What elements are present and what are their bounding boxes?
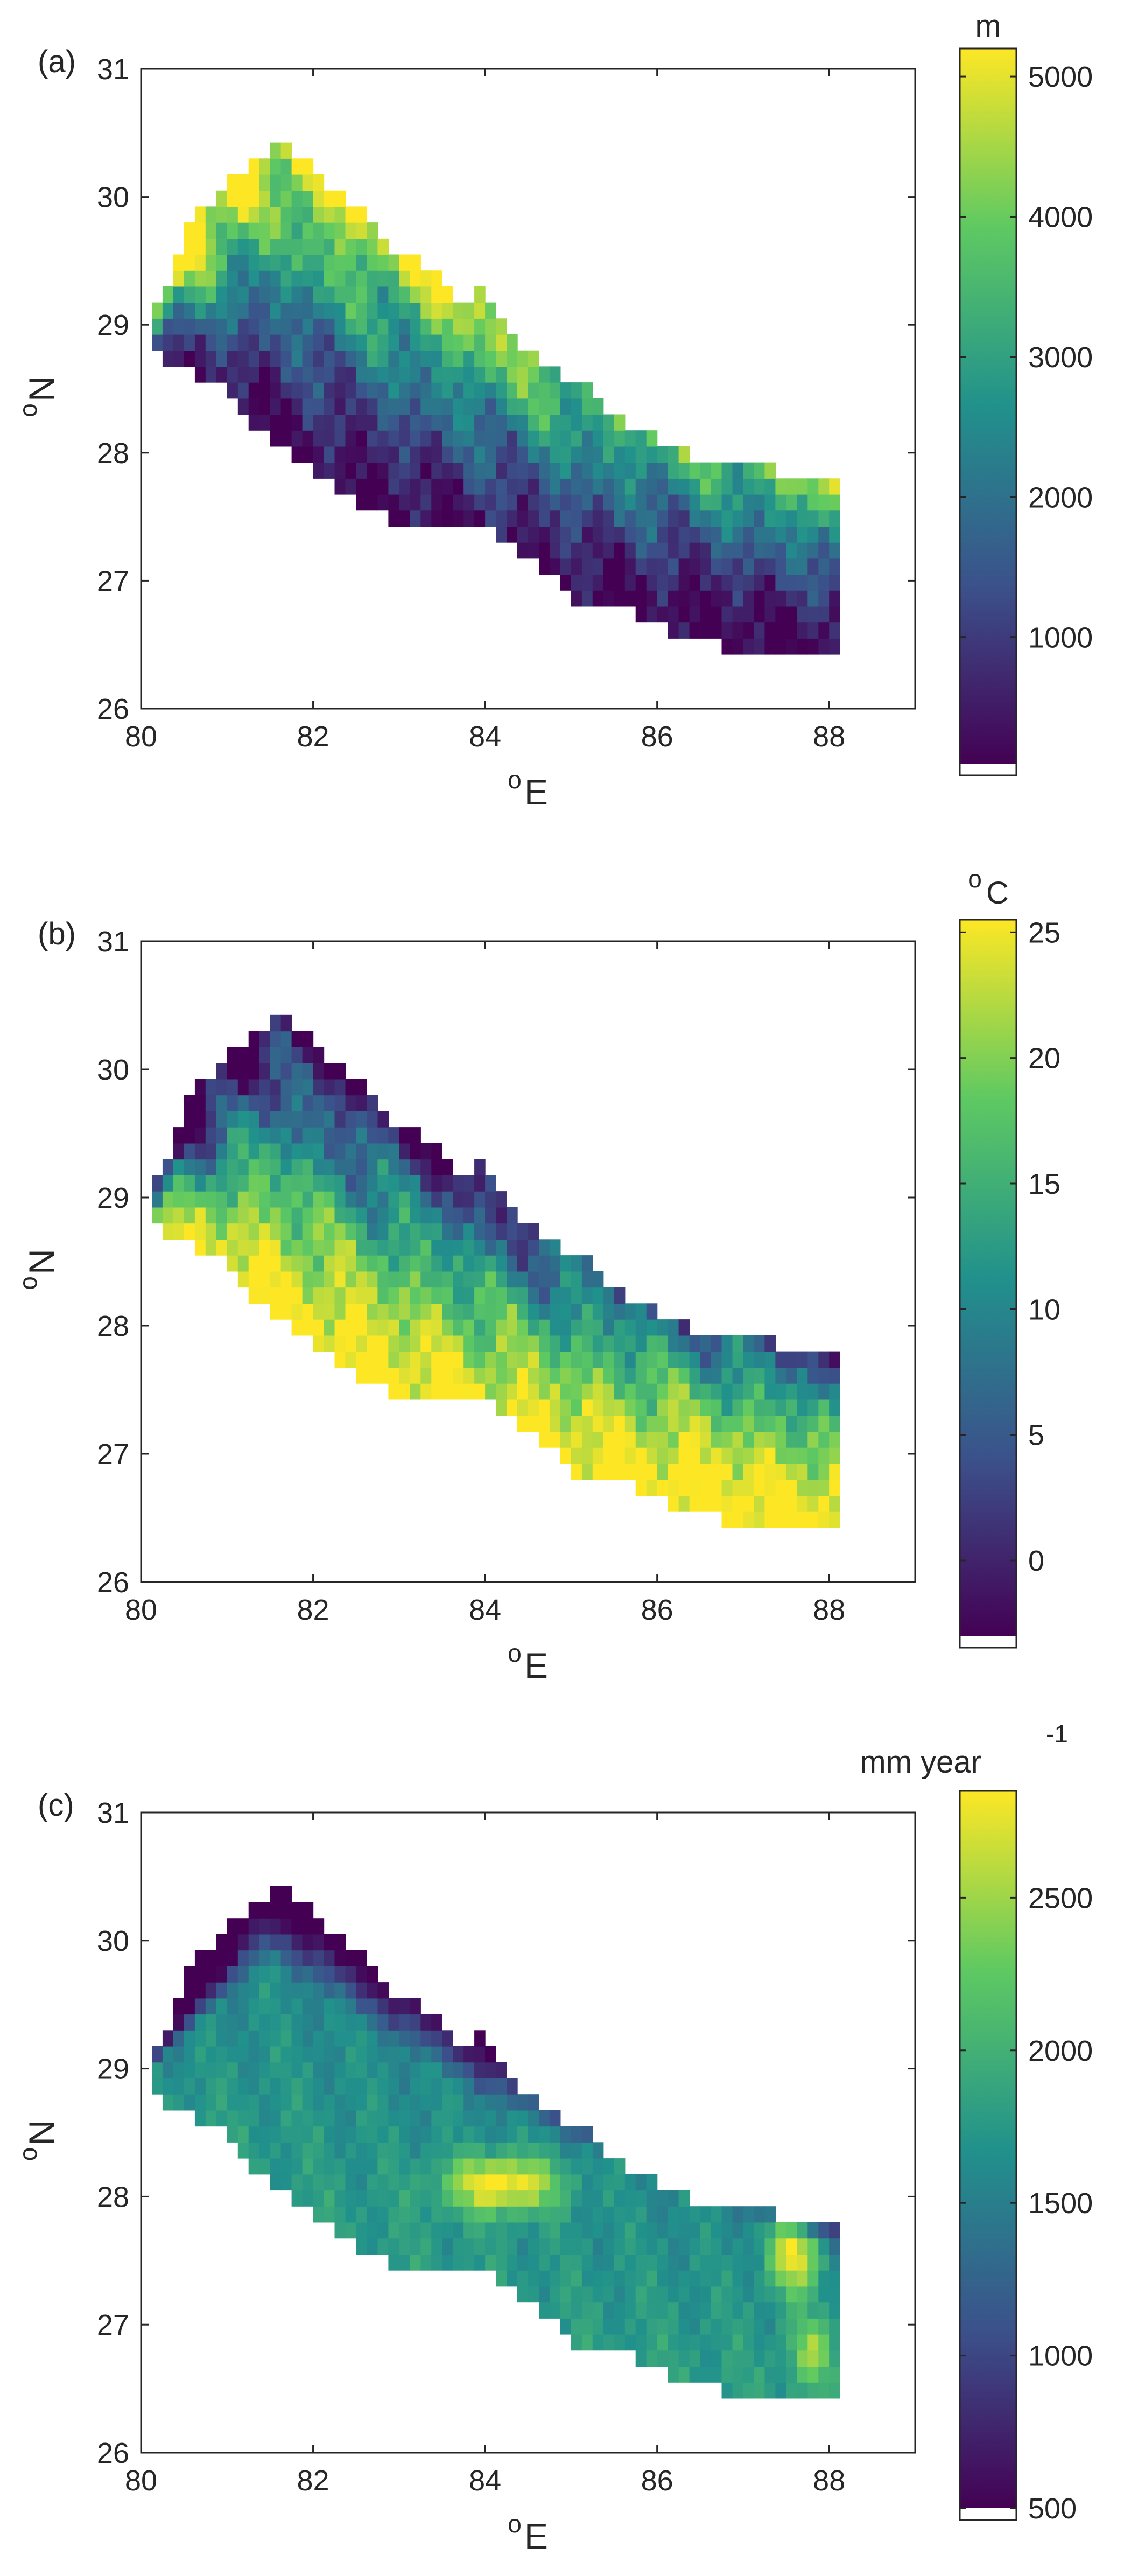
colorbar-gradient <box>960 48 1016 764</box>
colorbar-tick-label: 5 <box>1028 1419 1044 1452</box>
x-tick-label: 88 <box>813 1594 845 1626</box>
x-tick-label: 86 <box>641 720 673 753</box>
x-tick-label: 86 <box>641 2465 673 2497</box>
x-tick-label: 80 <box>125 2465 157 2497</box>
y-axis-label: N <box>22 1249 61 1275</box>
y-tick-label: 27 <box>97 1438 129 1471</box>
colorbar-tick-label: 4000 <box>1028 201 1093 233</box>
colorbar-gradient <box>960 920 1016 1636</box>
y-tick-label: 31 <box>97 926 129 958</box>
map-grid-cells <box>152 1014 840 1528</box>
y-tick-label: 26 <box>97 2437 129 2469</box>
y-tick-label: 29 <box>97 1182 129 1214</box>
y-axis-label: N <box>22 376 61 402</box>
colorbar-frame <box>959 919 1017 1649</box>
colorbar-tick-label: 2000 <box>1028 481 1093 514</box>
x-tick-label: 88 <box>813 720 845 753</box>
x-tick-label: 84 <box>469 2465 501 2497</box>
y-tick-label: 30 <box>97 1054 129 1086</box>
y-tick-label: 27 <box>97 2309 129 2341</box>
colorbar-tick-label: 10 <box>1028 1293 1060 1326</box>
x-axis-label: E <box>524 2516 548 2556</box>
colorbar-frame <box>959 47 1017 776</box>
y-tick-label: 29 <box>97 2053 129 2085</box>
x-tick-label: 86 <box>641 1594 673 1626</box>
x-axis-label-superscript: o <box>508 1639 522 1667</box>
colorbar-tick-label: 20 <box>1028 1042 1060 1075</box>
colorbar-tick-label: 5000 <box>1028 61 1093 93</box>
y-tick-label: 28 <box>97 2181 129 2213</box>
colorbar-frame <box>959 1790 1017 2521</box>
y-axis-label: N <box>22 2120 61 2146</box>
colorbar-unit-superscript: -1 <box>1046 1720 1068 1748</box>
y-axis-label-group: oN <box>14 1249 61 1290</box>
colorbar-tick-label: 1000 <box>1028 2340 1093 2372</box>
y-axis-label-superscript: o <box>14 2147 42 2161</box>
y-tick-label: 31 <box>97 1797 129 1829</box>
colorbar-tick-label: 15 <box>1028 1168 1060 1200</box>
map-grid-cells <box>152 142 840 655</box>
colorbar-tick-label: 3000 <box>1028 341 1093 374</box>
colorbar-tick-label: 1500 <box>1028 2187 1093 2220</box>
colorbar-tick-label: 2500 <box>1028 1882 1093 1914</box>
panel-label: (a) <box>38 44 76 79</box>
colorbar-tick-label: 500 <box>1028 2493 1077 2525</box>
y-tick-label: 27 <box>97 565 129 597</box>
colorbar-unit: C <box>986 876 1009 911</box>
x-tick-label: 84 <box>469 720 501 753</box>
x-axis-label-superscript: o <box>508 766 522 794</box>
colorbar-unit: mm year <box>860 1745 981 1780</box>
y-tick-label: 26 <box>97 693 129 725</box>
colorbar-no-data-swatch <box>960 1636 1016 1648</box>
colorbar: 1000 2000 3000 4000 5000 m <box>959 9 1093 776</box>
colorbar-no-data-swatch <box>960 2508 1016 2520</box>
panel-label: (b) <box>38 916 76 951</box>
colorbar-unit-superscript: o <box>968 865 982 893</box>
x-tick-label: 82 <box>297 1594 329 1626</box>
x-axis-label-superscript: o <box>508 2510 522 2538</box>
panel-label: (c) <box>38 1788 74 1823</box>
y-axis-label-group: oN <box>14 2120 61 2161</box>
y-tick-label: 26 <box>97 1566 129 1599</box>
x-axis-label: E <box>524 772 548 812</box>
colorbar-unit: m <box>975 9 1001 44</box>
map-grid-cells <box>152 1886 840 2399</box>
x-tick-label: 80 <box>125 720 157 753</box>
colorbar: 0 5 10 15 20 25 o C <box>959 865 1060 1649</box>
y-axis-label-superscript: o <box>14 1276 42 1290</box>
y-tick-label: 31 <box>97 53 129 86</box>
colorbar-tick-label: 0 <box>1028 1545 1044 1577</box>
y-tick-label: 30 <box>97 1925 129 1957</box>
y-tick-label: 28 <box>97 1310 129 1342</box>
y-tick-label: 29 <box>97 309 129 341</box>
colorbar-tick-label: 1000 <box>1028 622 1093 654</box>
x-tick-label: 82 <box>297 2465 329 2497</box>
x-tick-label: 80 <box>125 1594 157 1626</box>
colorbar-tick-label: 2000 <box>1028 2035 1093 2067</box>
y-tick-label: 30 <box>97 181 129 214</box>
colorbar: 500 1000 1500 2000 2500 mm year -1 <box>860 1720 1093 2525</box>
x-tick-label: 88 <box>813 2465 845 2497</box>
y-axis-label-superscript: o <box>14 403 42 417</box>
colorbar-gradient <box>960 1791 1016 2508</box>
colorbar-no-data-swatch <box>960 764 1016 775</box>
y-axis-label-group: oN <box>14 376 61 417</box>
colorbar-tick-label: 25 <box>1028 916 1060 949</box>
x-tick-label: 82 <box>297 720 329 753</box>
x-axis-label: E <box>524 1646 548 1685</box>
y-tick-label: 28 <box>97 437 129 470</box>
x-tick-label: 84 <box>469 1594 501 1626</box>
